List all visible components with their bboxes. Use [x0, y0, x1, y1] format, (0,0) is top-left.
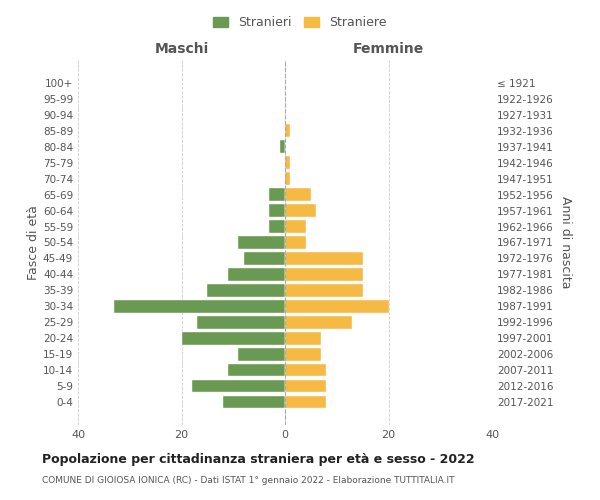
- Text: Popolazione per cittadinanza straniera per età e sesso - 2022: Popolazione per cittadinanza straniera p…: [42, 452, 475, 466]
- Bar: [285, 124, 290, 137]
- Bar: [182, 332, 285, 344]
- Bar: [285, 252, 362, 264]
- Bar: [285, 364, 326, 376]
- Y-axis label: Anni di nascita: Anni di nascita: [559, 196, 572, 289]
- Bar: [285, 396, 326, 408]
- Bar: [228, 268, 285, 280]
- Bar: [269, 220, 285, 233]
- Bar: [269, 188, 285, 201]
- Bar: [285, 236, 306, 248]
- Bar: [285, 316, 352, 328]
- Bar: [192, 380, 285, 392]
- Bar: [285, 332, 321, 344]
- Legend: Stranieri, Straniere: Stranieri, Straniere: [208, 11, 392, 34]
- Bar: [280, 140, 285, 153]
- Text: Maschi: Maschi: [154, 42, 209, 56]
- Bar: [285, 172, 290, 185]
- Bar: [228, 364, 285, 376]
- Bar: [285, 380, 326, 392]
- Y-axis label: Fasce di età: Fasce di età: [27, 205, 40, 280]
- Bar: [285, 156, 290, 169]
- Bar: [269, 204, 285, 217]
- Bar: [197, 316, 285, 328]
- Text: COMUNE DI GIOIOSA IONICA (RC) - Dati ISTAT 1° gennaio 2022 - Elaborazione TUTTIT: COMUNE DI GIOIOSA IONICA (RC) - Dati IST…: [42, 476, 455, 485]
- Bar: [285, 204, 316, 217]
- Bar: [285, 188, 311, 201]
- Bar: [285, 348, 321, 360]
- Text: Femmine: Femmine: [353, 42, 424, 56]
- Bar: [208, 284, 285, 296]
- Bar: [238, 236, 285, 248]
- Bar: [285, 300, 389, 312]
- Bar: [114, 300, 285, 312]
- Bar: [285, 284, 362, 296]
- Bar: [238, 348, 285, 360]
- Bar: [285, 220, 306, 233]
- Bar: [285, 268, 362, 280]
- Bar: [223, 396, 285, 408]
- Bar: [244, 252, 285, 264]
